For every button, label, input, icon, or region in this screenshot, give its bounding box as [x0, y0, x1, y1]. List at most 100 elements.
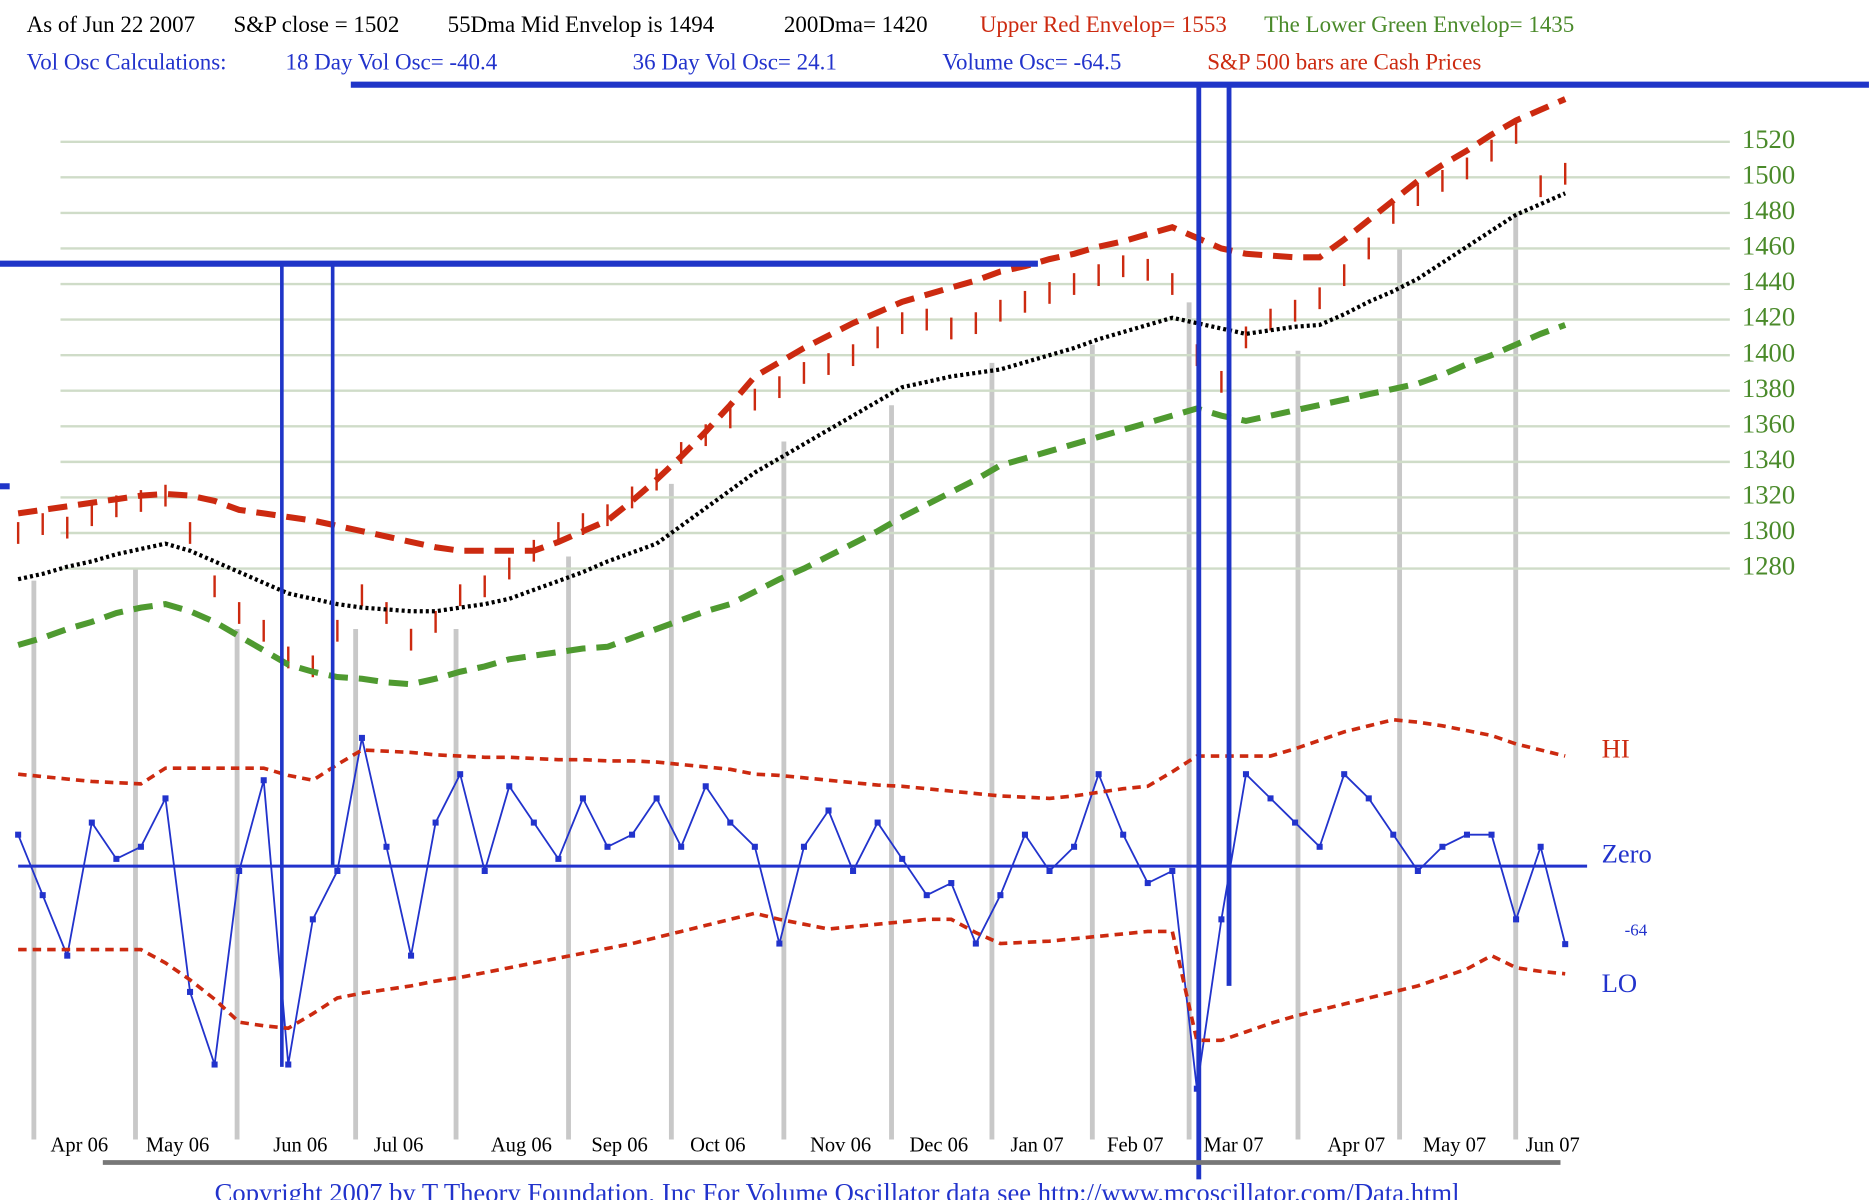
y-tick-label: 1460	[1742, 231, 1795, 261]
x-tick-label: May 06	[146, 1134, 209, 1156]
header-text: Upper Red Envelop= 1553	[980, 12, 1227, 37]
osc-point	[997, 892, 1004, 899]
osc-point	[260, 777, 267, 784]
osc-point	[358, 734, 365, 741]
osc-point	[1169, 867, 1176, 874]
series-label: HI	[1602, 733, 1630, 763]
osc-point	[1341, 771, 1348, 778]
annotation-lines	[0, 81, 1869, 1180]
osc-point	[972, 940, 979, 947]
header-text: S&P close = 1502	[233, 12, 399, 37]
osc-point	[408, 952, 415, 959]
osc-point	[1537, 843, 1544, 850]
osc-point	[162, 795, 169, 802]
osc-point	[579, 795, 586, 802]
osc-point	[530, 819, 537, 826]
osc-point	[187, 988, 194, 995]
osc-point	[850, 867, 857, 874]
y-tick-label: 1380	[1742, 373, 1795, 403]
osc-point	[285, 1061, 292, 1068]
osc-point	[1046, 867, 1053, 874]
header-text: S&P 500 bars are Cash Prices	[1207, 49, 1481, 74]
osc-point	[88, 819, 95, 826]
x-tick-label: Dec 06	[909, 1134, 968, 1156]
header-text: 55Dma Mid Envelop is 1494	[448, 12, 715, 37]
x-tick-label: Feb 07	[1107, 1134, 1164, 1156]
series-line	[17, 737, 1567, 1089]
y-tick-label: 1440	[1742, 266, 1795, 296]
series-line	[17, 191, 1567, 614]
osc-point	[1463, 831, 1470, 838]
series-line	[17, 322, 1567, 688]
osc-point	[15, 831, 22, 838]
y-tick-label: 1500	[1742, 159, 1795, 189]
gray-guides	[31, 211, 1519, 1140]
osc-point	[923, 892, 930, 899]
header-text: 36 Day Vol Osc= 24.1	[633, 49, 837, 74]
x-tick-label: Sep 06	[591, 1134, 648, 1156]
osc-point	[899, 855, 906, 862]
x-tick-label: Jan 07	[1011, 1134, 1064, 1156]
x-tick-label: Jun 06	[273, 1134, 327, 1156]
osc-point	[1071, 843, 1078, 850]
x-tick-label: Jul 06	[374, 1134, 424, 1156]
series-line	[17, 96, 1567, 554]
osc-point	[137, 843, 144, 850]
header-text: 18 Day Vol Osc= -40.4	[285, 49, 497, 74]
osc-point	[1267, 795, 1274, 802]
osc-point	[702, 783, 709, 790]
y-tick-label: 1400	[1742, 337, 1795, 367]
osc-point	[1513, 916, 1520, 923]
osc-point	[1562, 941, 1569, 948]
y-tick-label: 1320	[1742, 480, 1795, 510]
osc-annotation: -64	[1625, 920, 1648, 939]
osc-point	[39, 892, 46, 899]
source: Copyright 2007 by T Theory Foundation, I…	[215, 1177, 1460, 1200]
y-tick-label: 1520	[1742, 124, 1795, 154]
osc-point	[506, 783, 513, 790]
y-tick-label: 1280	[1742, 551, 1795, 581]
osc-point	[1365, 795, 1372, 802]
osc-point	[309, 916, 316, 923]
osc-point	[678, 843, 685, 850]
series-line	[17, 717, 1566, 801]
y-tick-label: 1480	[1742, 195, 1795, 225]
header-text: Volume Osc= -64.5	[942, 49, 1121, 74]
osc-point	[776, 940, 783, 947]
y-tick-label: 1360	[1742, 408, 1795, 438]
osc-point	[1144, 880, 1151, 887]
x-tick-label: Mar 07	[1204, 1134, 1264, 1156]
x-tick-label: May 07	[1423, 1134, 1486, 1156]
osc-point	[1292, 819, 1299, 826]
osc-point	[800, 843, 807, 850]
osc-point	[825, 807, 832, 814]
series-line	[18, 911, 1566, 1043]
osc-point	[751, 843, 758, 850]
osc-point	[64, 952, 71, 959]
osc-point	[1021, 831, 1028, 838]
series-label: LO	[1602, 968, 1637, 998]
osc-point	[604, 843, 611, 850]
osc-point	[334, 867, 341, 874]
x-tick-label: Apr 06	[51, 1134, 109, 1156]
osc-point	[457, 771, 464, 778]
osc-point	[481, 867, 488, 874]
x-tick-label: Oct 06	[690, 1134, 745, 1156]
osc-point	[1095, 771, 1102, 778]
osc-point	[1488, 831, 1495, 838]
osc-point	[727, 819, 734, 826]
osc-point	[948, 880, 955, 887]
osc-point	[1316, 843, 1323, 850]
osc-point	[113, 855, 120, 862]
x-tick-label: Aug 06	[491, 1134, 552, 1156]
osc-point	[236, 867, 243, 874]
osc-point	[1390, 831, 1397, 838]
osc-point	[629, 831, 636, 838]
x-tick-label: Jun 07	[1526, 1134, 1580, 1156]
osc-point	[1414, 867, 1421, 874]
header-text: Vol Osc Calculations:	[27, 49, 227, 74]
osc-point	[211, 1061, 218, 1068]
zero-label: Zero	[1602, 839, 1652, 869]
